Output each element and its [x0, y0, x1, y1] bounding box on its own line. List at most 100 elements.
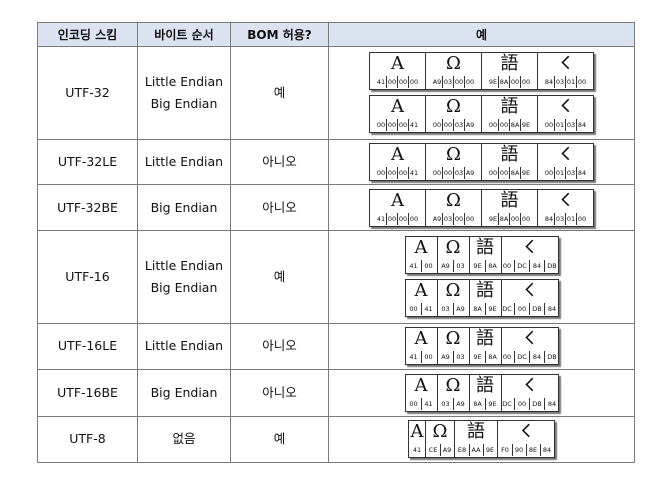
byte-list: 00 00 00 41 — [376, 119, 419, 132]
byte-list: 9E 8A — [471, 260, 500, 273]
char-segment: A 41 00 00 00 — [370, 53, 426, 90]
byte-value: 00 — [576, 212, 587, 225]
char-segment: A 00 00 00 41 — [370, 144, 426, 181]
byte-list: 8A 9E — [471, 303, 500, 316]
char-segment: 𐌂 00 DC 84 DB — [502, 328, 558, 364]
byte-value: 00 — [420, 260, 436, 273]
byte-value: 00 — [442, 167, 453, 180]
char-segment: 𐌂 00 01 03 84 — [538, 96, 593, 132]
char-segment: 語 9E 8A — [470, 328, 502, 365]
byte-diagram: A 00 41 Ω 03 A9 語 8A 9E 𐌂 DC 00 DB 84 — [404, 373, 559, 412]
bom-cell: 예 — [230, 415, 329, 463]
byte-value: A9 — [432, 78, 442, 87]
byte-list: 41 — [411, 444, 424, 456]
byte-value: 41 — [376, 214, 386, 223]
byte-value: 00 — [464, 76, 475, 89]
glyph-label: 𐌂 — [524, 280, 535, 302]
byte-value: 9E — [488, 78, 498, 87]
byte-value: 00 — [514, 303, 529, 316]
byte-order-cell: Little Endian Big Endian — [137, 46, 231, 140]
glyph-label: Ω — [445, 328, 461, 350]
glyph-label: A — [414, 328, 428, 350]
byte-value: 01 — [565, 212, 576, 225]
byte-value: 03 — [554, 212, 565, 225]
byte-value: 8E — [525, 444, 540, 457]
example-cell: A 41 Ω CE A9 語 E8 AA 9E 𐌂 F0 90 8E 84 — [328, 415, 635, 463]
byte-value: A9 — [452, 303, 468, 316]
byte-value: 8A — [473, 399, 482, 408]
byte-list: A9 03 — [439, 260, 468, 273]
byte-value: 9E — [488, 214, 498, 223]
encoding-table: 인코딩 스킴 바이트 순서 BOM 허용? 예 UTF-32 Little End… — [37, 22, 635, 463]
char-segment: 語 E8 AA 9E — [455, 421, 498, 458]
byte-value: DB — [544, 260, 559, 273]
byte-value: 41 — [408, 119, 419, 132]
byte-value: 00 — [376, 121, 386, 130]
glyph-label: Ω — [445, 237, 461, 259]
byte-list: A9 03 00 00 — [432, 212, 475, 225]
glyph-label: 𐌂 — [520, 421, 532, 443]
bom-cell: 아니오 — [230, 369, 329, 417]
example-cell: A 00 00 00 41 Ω 00 00 03 A9 語 00 00 8A 9E 𐌂 00 01 03 84 — [328, 138, 635, 186]
byte-value: 41 — [376, 78, 386, 87]
byte-list: 00 41 — [407, 397, 436, 410]
byte-list: A9 03 00 00 — [432, 76, 475, 89]
byte-value: 41 — [409, 353, 418, 362]
table-row: UTF-32 Little Endian Big Endian 예 A 41 00 00 00 Ω… — [37, 46, 635, 140]
encoding-scheme-cell: UTF-32LE — [37, 138, 138, 186]
byte-list: 00 DC 84 DB — [500, 260, 559, 273]
byte-value: 9E — [484, 397, 500, 410]
byte-order-cell: Big Endian — [137, 369, 231, 417]
byte-value: 00 — [386, 76, 397, 89]
byte-value: 00 — [502, 262, 512, 271]
byte-value: 00 — [576, 76, 587, 89]
byte-diagram: A 41 00 00 00 Ω A9 03 00 00 語 9E 8A 00 00 𐌂 84 03 01 00 — [369, 52, 594, 91]
example-group: A 41 00 00 00 Ω A9 03 00 00 語 9E 8A 00 00 𐌂 84 03 01 00 — [329, 188, 634, 227]
byte-value: A9 — [441, 353, 450, 362]
table-row: UTF-32BE Big Endian 아니오 A 41 00 00 00 Ω A9 03 00 00 語… — [37, 184, 635, 231]
byte-list: 03 A9 — [439, 303, 468, 316]
byte-order-line: 없음 — [172, 431, 196, 447]
header-byte-order: 바이트 순서 — [137, 22, 231, 47]
byte-value: 41 — [420, 303, 436, 316]
example-group: A 00 00 00 41 Ω 00 00 03 A9 語 00 00 8A 9E 𐌂 00 01 03 84 — [329, 143, 634, 182]
glyph-label: Ω — [432, 421, 448, 443]
glyph-label: 𐌂 — [560, 53, 571, 75]
byte-diagram: A 00 00 00 41 Ω 00 00 03 A9 語 00 00 8A 9E 𐌂 00 01 03 84 — [369, 143, 594, 182]
glyph-label: A — [391, 189, 404, 211]
glyph-label: 語 — [476, 374, 494, 396]
example-cell: A 41 00 Ω A9 03 語 9E 8A 𐌂 00 DC 84 DB A 00 41 Ω 03 A9 語 8A 9E 𐌂… — [328, 229, 635, 324]
byte-value: 00 — [409, 305, 418, 314]
byte-value: 03 — [442, 76, 453, 89]
byte-value: 84 — [576, 167, 587, 180]
byte-value: 00 — [488, 169, 498, 178]
encoding-scheme-cell: UTF-8 — [37, 415, 138, 463]
byte-value: 03 — [452, 260, 468, 273]
byte-value: 84 — [544, 214, 554, 223]
byte-value: 03 — [441, 305, 450, 314]
byte-value: 90 — [511, 444, 526, 457]
byte-list: 00 00 8A 9E — [488, 119, 531, 132]
byte-value: 00 — [544, 121, 554, 130]
byte-order-cell: Big Endian — [137, 184, 231, 231]
header-example: 예 — [328, 22, 635, 47]
bom-cell: 아니오 — [230, 322, 329, 371]
glyph-label: A — [391, 96, 404, 118]
byte-value: 84 — [576, 119, 587, 132]
char-segment: A 00 41 — [406, 374, 438, 411]
char-segment: Ω 00 00 03 A9 — [426, 96, 482, 133]
byte-list: 00 DC 84 DB — [500, 351, 559, 364]
byte-value: 41 — [408, 167, 419, 180]
table-row: UTF-16LE Little Endian 아니오 A 41 00 Ω A9 03 語 9E 8A 𐌂… — [37, 322, 635, 371]
byte-value: 9E — [484, 303, 500, 316]
byte-order-line: Little Endian — [144, 73, 224, 89]
byte-value: 9E — [473, 262, 482, 271]
glyph-label: A — [391, 144, 404, 166]
byte-value: 03 — [565, 167, 576, 180]
byte-list: 9E 8A — [471, 351, 500, 364]
table-row: UTF-16BE Big Endian 아니오 A 00 41 Ω 03 A9 語 8A 9E 𐌂 DC 0… — [37, 369, 635, 417]
encoding-scheme-cell: UTF-16BE — [37, 369, 138, 417]
glyph-label: 𐌂 — [524, 237, 535, 259]
byte-value: 03 — [441, 399, 450, 408]
byte-value: 00 — [464, 212, 475, 225]
